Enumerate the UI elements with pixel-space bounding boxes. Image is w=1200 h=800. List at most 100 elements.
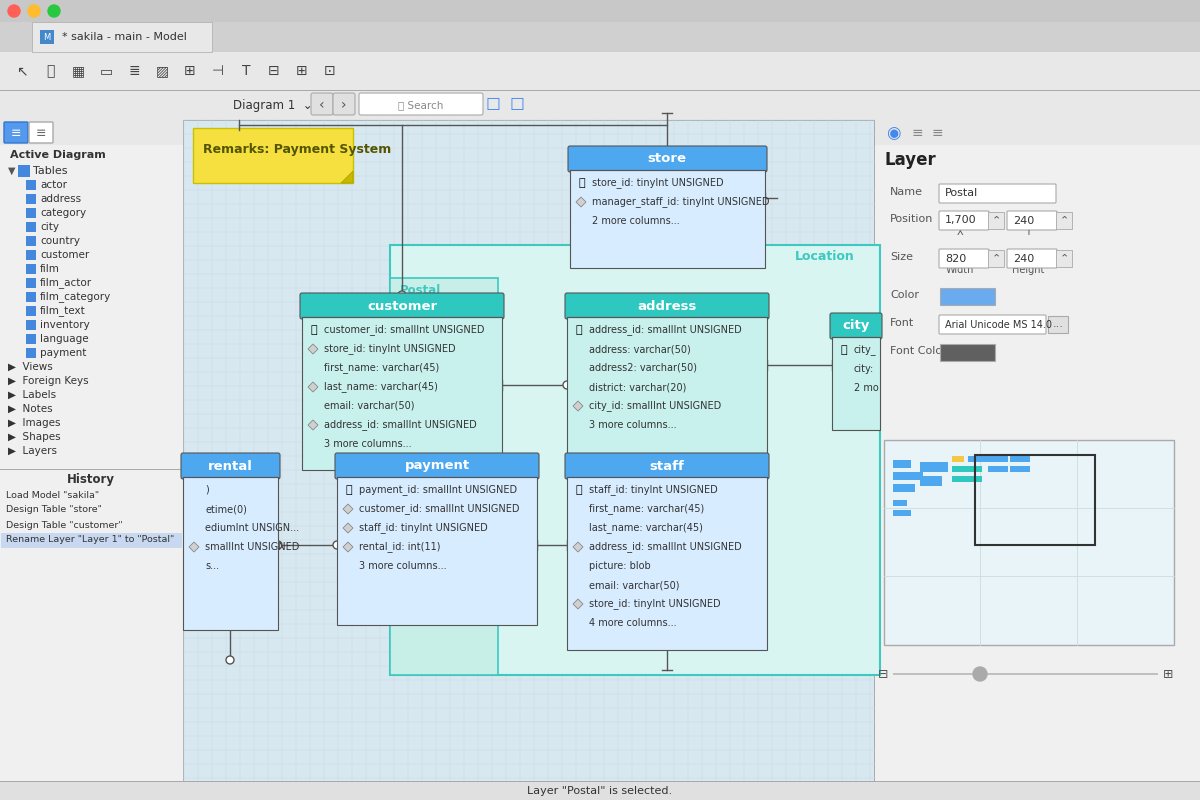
Text: film_actor: film_actor — [40, 278, 92, 289]
Text: ≡: ≡ — [931, 126, 943, 140]
Text: 🔑: 🔑 — [576, 485, 582, 495]
Bar — [1056, 250, 1072, 267]
Bar — [893, 484, 916, 492]
Text: Location: Location — [796, 250, 854, 263]
Bar — [988, 466, 1008, 472]
Text: X: X — [956, 227, 964, 237]
Text: 2 more columns...: 2 more columns... — [592, 216, 679, 226]
Text: actor: actor — [40, 180, 67, 190]
Bar — [182, 477, 278, 630]
Text: Layer "Postal" is selected.: Layer "Postal" is selected. — [528, 786, 672, 796]
FancyBboxPatch shape — [29, 122, 53, 143]
Bar — [184, 120, 875, 782]
Bar — [26, 292, 36, 302]
Bar — [390, 245, 880, 675]
Polygon shape — [308, 420, 318, 430]
Text: Color: Color — [890, 290, 919, 300]
Polygon shape — [308, 344, 318, 354]
Bar — [337, 477, 538, 625]
Text: category: category — [40, 208, 86, 218]
Bar — [988, 212, 1004, 229]
Text: staff_id: tinyInt UNSIGNED: staff_id: tinyInt UNSIGNED — [359, 522, 487, 534]
FancyBboxPatch shape — [940, 249, 989, 268]
Bar — [1056, 212, 1072, 229]
Text: Width: Width — [946, 265, 974, 275]
Text: city_id: smallInt UNSIGNED: city_id: smallInt UNSIGNED — [589, 401, 721, 411]
Text: film_text: film_text — [40, 306, 85, 317]
Bar — [26, 348, 36, 358]
Circle shape — [226, 656, 234, 664]
Bar — [26, 334, 36, 344]
Text: customer_id: smallInt UNSIGNED: customer_id: smallInt UNSIGNED — [324, 325, 485, 335]
Bar — [570, 170, 766, 268]
Text: last_name: varchar(45): last_name: varchar(45) — [324, 382, 438, 393]
Polygon shape — [343, 523, 353, 533]
Bar — [952, 466, 982, 472]
Text: ≣: ≣ — [128, 64, 140, 78]
Bar — [1010, 456, 1030, 462]
Bar — [1, 533, 182, 548]
FancyBboxPatch shape — [334, 93, 355, 115]
Text: etime(0): etime(0) — [205, 504, 247, 514]
Text: ⊟: ⊟ — [877, 667, 888, 681]
Text: ⊡: ⊡ — [324, 64, 336, 78]
Text: ▶  Foreign Keys: ▶ Foreign Keys — [8, 376, 89, 386]
FancyBboxPatch shape — [1007, 211, 1057, 230]
Bar — [32, 22, 212, 52]
Circle shape — [563, 381, 571, 389]
FancyBboxPatch shape — [940, 211, 989, 230]
Text: ▶  Labels: ▶ Labels — [8, 390, 56, 400]
Circle shape — [662, 451, 671, 459]
Text: address: address — [637, 299, 697, 313]
Polygon shape — [190, 542, 199, 552]
Text: ↖: ↖ — [16, 64, 28, 78]
Bar — [893, 500, 907, 506]
Circle shape — [48, 5, 60, 17]
Text: ▦: ▦ — [72, 64, 84, 78]
Text: Arial Unicode MS 14.0: Arial Unicode MS 14.0 — [946, 319, 1052, 330]
Bar — [974, 455, 1096, 545]
Text: Name: Name — [890, 187, 923, 197]
Text: email: varchar(50): email: varchar(50) — [324, 401, 414, 411]
Text: ⌃: ⌃ — [991, 215, 1001, 225]
Text: ≡: ≡ — [11, 126, 22, 139]
Bar — [0, 120, 182, 145]
Text: Design Table "customer": Design Table "customer" — [6, 521, 122, 530]
Text: ‹: ‹ — [319, 98, 325, 112]
Text: film_category: film_category — [40, 291, 112, 302]
Bar — [920, 476, 942, 486]
Text: ⊞: ⊞ — [184, 64, 196, 78]
Bar — [875, 120, 1200, 800]
Polygon shape — [308, 382, 318, 392]
Text: ◉: ◉ — [886, 124, 900, 142]
Text: Font Color: Font Color — [890, 346, 947, 356]
FancyBboxPatch shape — [181, 453, 280, 479]
Text: ⊣: ⊣ — [212, 64, 224, 78]
Text: first_name: varchar(45): first_name: varchar(45) — [324, 362, 439, 374]
Bar — [26, 250, 36, 260]
Text: Design Table "store": Design Table "store" — [6, 506, 102, 514]
Bar — [26, 320, 36, 330]
Text: 🔑: 🔑 — [841, 345, 847, 355]
Text: ...: ... — [1052, 319, 1063, 329]
FancyBboxPatch shape — [568, 146, 767, 172]
Bar — [26, 278, 36, 288]
Text: city_: city_ — [854, 345, 877, 355]
Bar — [0, 120, 1200, 121]
Text: smallInt UNSIGNED: smallInt UNSIGNED — [205, 542, 299, 552]
Text: ☐: ☐ — [486, 96, 500, 114]
Bar — [26, 180, 36, 190]
Text: Size: Size — [890, 252, 913, 262]
Polygon shape — [343, 504, 353, 514]
Text: ⌃: ⌃ — [991, 253, 1001, 263]
Bar — [988, 456, 1008, 462]
Bar — [1010, 466, 1030, 472]
Bar — [0, 469, 182, 470]
Bar — [390, 278, 498, 675]
FancyBboxPatch shape — [830, 313, 882, 339]
Text: staff: staff — [649, 459, 684, 473]
Text: payment: payment — [40, 348, 86, 358]
Text: ediumInt UNSIGN...: ediumInt UNSIGN... — [205, 523, 299, 533]
Bar — [26, 222, 36, 232]
Text: 820: 820 — [946, 254, 966, 263]
